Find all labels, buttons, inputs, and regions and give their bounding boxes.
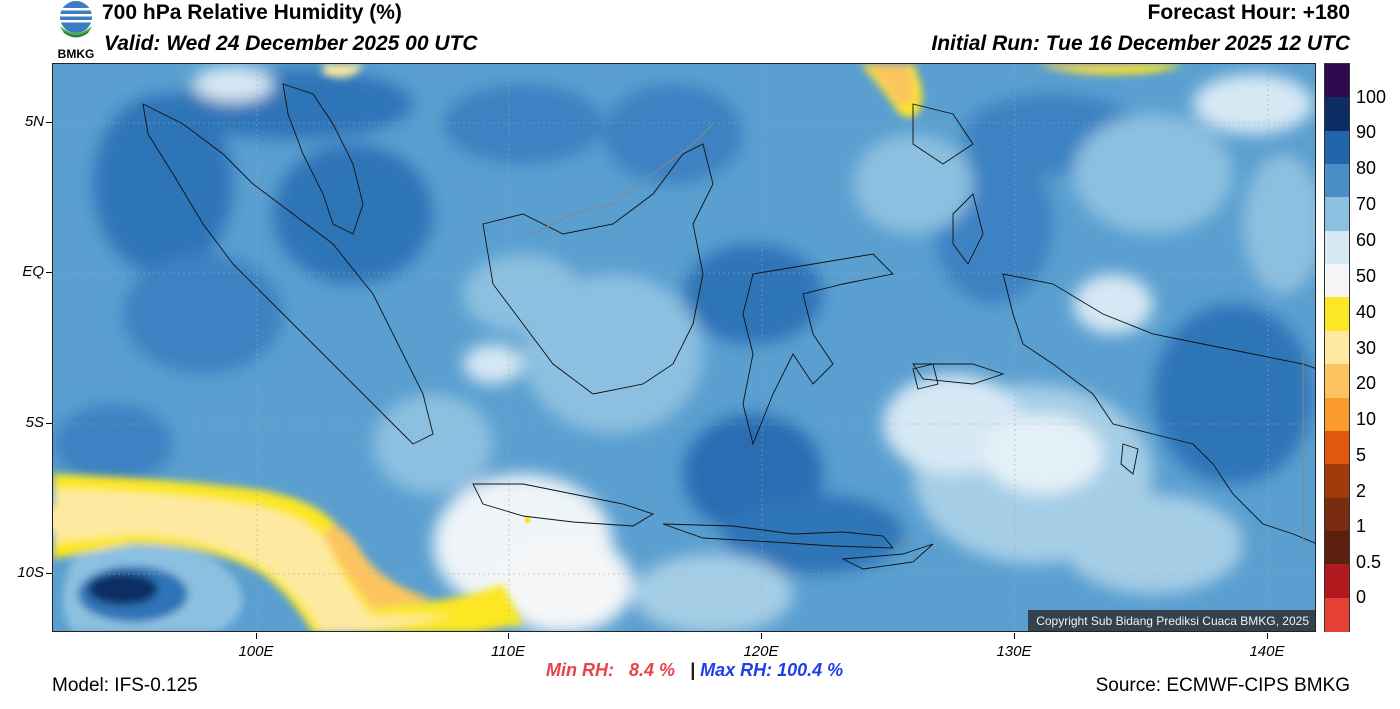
rh-stats: Min RH: 8.4 % | Max RH: 100.4 % xyxy=(546,660,843,681)
coast-nusa-tenggara xyxy=(662,523,894,549)
min-rh: Min RH: 8.4 % xyxy=(546,660,675,680)
model-name: Model: IFS-0.125 xyxy=(52,675,198,696)
lon-label-110e: 110E xyxy=(491,643,525,660)
chart-title: 700 hPa Relative Humidity (%) xyxy=(102,1,402,24)
svg-text:BMKG: BMKG xyxy=(58,47,95,61)
bmkg-logo: BMKG xyxy=(50,0,102,62)
max-rh-value: 100.4 % xyxy=(777,660,844,680)
lon-label-140e: 140E xyxy=(1249,643,1285,660)
lon-tick xyxy=(1014,633,1015,639)
colorbar-segment xyxy=(1325,64,1349,98)
humidity-map[interactable]: Copyright Sub Bidang Prediksi Cuaca BMKG… xyxy=(52,63,1316,632)
lat-tick xyxy=(46,272,52,273)
colorbar-label: 70 xyxy=(1356,194,1377,214)
lat-label-10s: 10S xyxy=(17,564,44,581)
colorbar-label: 5 xyxy=(1356,445,1367,465)
colorbar-label: 100 xyxy=(1356,87,1387,107)
coast-malay-peninsula xyxy=(282,83,364,235)
lat-tick xyxy=(46,423,52,424)
colorbar-segment xyxy=(1325,264,1349,299)
min-rh-label: Min RH: xyxy=(546,660,614,680)
coast-borneo xyxy=(482,143,714,395)
lat-tick xyxy=(46,122,52,123)
colorbar-segment xyxy=(1325,464,1349,499)
coast-timor xyxy=(841,543,934,570)
colorbar-segment xyxy=(1325,330,1349,365)
coast-buru xyxy=(912,363,939,390)
data-source: Source: ECMWF-CIPS BMKG xyxy=(1095,675,1350,696)
forecast-hour: Forecast Hour: +180 xyxy=(1147,1,1351,24)
dry-region-southwest xyxy=(53,64,523,631)
coast-sumatra xyxy=(142,103,434,445)
lon-label-120e: 120E xyxy=(743,643,779,660)
colorbar-segment xyxy=(1325,564,1349,599)
colorbar-label: 0.5 xyxy=(1356,552,1382,572)
colorbar-label: 30 xyxy=(1356,338,1377,358)
colorbar-label: 2 xyxy=(1356,481,1367,501)
min-rh-value: 8.4 % xyxy=(629,660,676,680)
borders xyxy=(532,123,1304,550)
max-rh: Max RH: 100.4 % xyxy=(700,660,843,680)
coast-new-guinea xyxy=(1002,273,1315,544)
lat-label-5s: 5S xyxy=(25,414,44,431)
colorbar-segment xyxy=(1325,497,1349,532)
colorbar-label: 10 xyxy=(1356,409,1377,429)
map-gridlines xyxy=(53,64,1315,631)
colorbar-segment xyxy=(1325,430,1349,465)
coastlines xyxy=(142,83,1315,570)
rh-field-blobs xyxy=(53,66,1315,631)
colorbar xyxy=(1324,63,1350,632)
valid-time: Valid: Wed 24 December 2025 00 UTC xyxy=(104,32,478,55)
colorbar-segment xyxy=(1325,130,1349,165)
lon-tick xyxy=(256,633,257,639)
lon-tick xyxy=(1267,633,1268,639)
lon-label-130e: 130E xyxy=(996,643,1032,660)
copyright-notice: Copyright Sub Bidang Prediksi Cuaca BMKG… xyxy=(1028,610,1315,631)
coast-java xyxy=(472,483,655,527)
initial-run: Initial Run: Tue 16 December 2025 12 UTC xyxy=(931,32,1350,55)
colorbar-segment xyxy=(1325,230,1349,265)
colorbar-label: 90 xyxy=(1356,122,1377,142)
coast-mindanao xyxy=(912,103,974,165)
colorbar-label: 0 xyxy=(1356,587,1367,607)
colorbar-label: 20 xyxy=(1356,373,1377,393)
colorbar-label: 40 xyxy=(1356,302,1377,322)
lat-tick xyxy=(46,573,52,574)
lat-label-5n: 5N xyxy=(24,113,44,130)
colorbar-label: 80 xyxy=(1356,158,1377,178)
colorbar-segment xyxy=(1325,397,1349,432)
colorbar-label: 1 xyxy=(1356,516,1367,536)
coast-seram xyxy=(912,363,1005,385)
dry-patch-java xyxy=(525,517,530,523)
colorbar-segment xyxy=(1325,297,1349,332)
coast-aru xyxy=(1120,443,1139,475)
colorbar-label: 50 xyxy=(1356,266,1377,286)
colorbar-label: 60 xyxy=(1356,230,1377,250)
colorbar-segment xyxy=(1325,97,1349,132)
lat-label-eq: EQ xyxy=(22,263,44,280)
lon-tick xyxy=(761,633,762,639)
dry-region-north xyxy=(861,64,1183,118)
coast-sulawesi xyxy=(742,253,894,446)
stats-separator: | xyxy=(690,660,696,680)
lon-tick xyxy=(508,633,509,639)
max-rh-label: Max RH: xyxy=(700,660,773,680)
colorbar-segment xyxy=(1325,197,1349,232)
colorbar-segment xyxy=(1325,597,1349,632)
lon-label-100e: 100E xyxy=(238,643,274,660)
colorbar-segment xyxy=(1325,364,1349,399)
colorbar-segment xyxy=(1325,530,1349,565)
coast-halmahera xyxy=(952,193,984,265)
colorbar-segment xyxy=(1325,164,1349,198)
